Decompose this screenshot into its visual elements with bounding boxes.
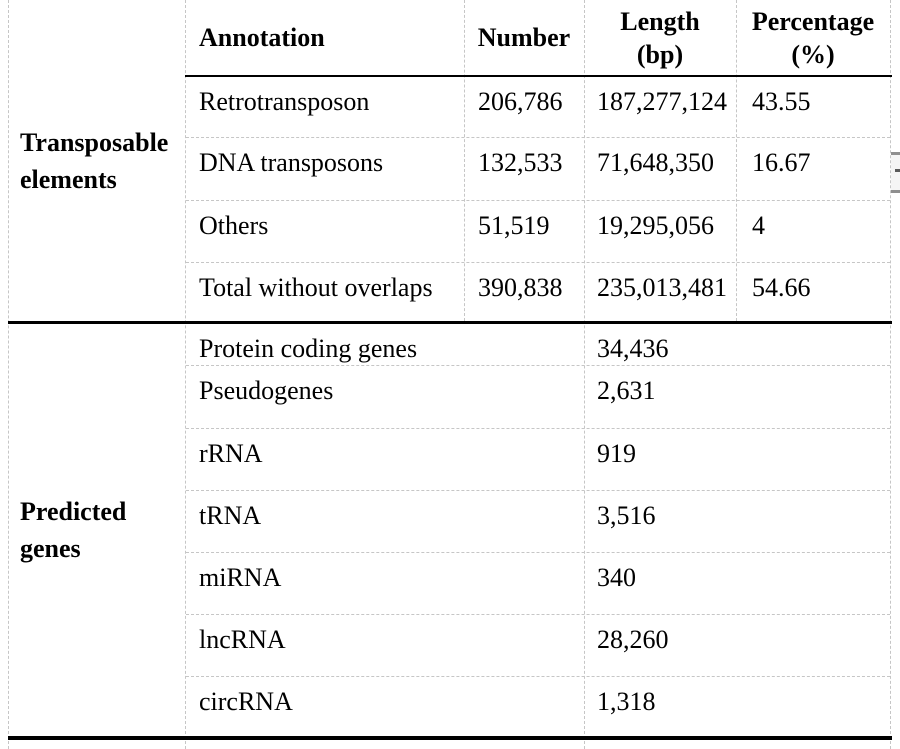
annotation-cell: Retrotransposon (199, 87, 370, 116)
number-cell: 390,838 (478, 273, 563, 302)
gridline-row (186, 428, 890, 429)
gridline-vertical-number-length (584, 0, 585, 749)
number-cell: 132,533 (478, 148, 563, 177)
annotation-cell: Total without overlaps (199, 273, 433, 302)
gridline-vertical-annotation-number (464, 0, 465, 321)
percentage-cell: 4 (752, 211, 765, 240)
vertical-scrollbar-track[interactable] (891, 152, 900, 193)
section-label-predicted-genes: Predicted genes (20, 497, 127, 563)
column-header-length: Length (bp) (584, 0, 736, 75)
gridline-row (186, 552, 890, 553)
number-cell: 2,631 (597, 376, 656, 405)
annotation-cell: lncRNA (199, 625, 286, 654)
percentage-cell: 54.66 (752, 273, 811, 302)
length-cell: 71,648,350 (597, 148, 714, 177)
column-header-length-line2: (bp) (636, 39, 684, 69)
gridline-row (186, 262, 890, 263)
gridline-vertical-length-percentage (736, 0, 737, 321)
table-bottom-rule (8, 736, 892, 740)
annotation-cell: rRNA (199, 439, 263, 468)
gridline-row (186, 200, 890, 201)
gridline-row (186, 365, 890, 366)
number-cell: 340 (597, 563, 636, 592)
annotation-cell: circRNA (199, 687, 293, 716)
gridline-row (186, 490, 890, 491)
gridline-row (186, 137, 890, 138)
column-header-number: Number (477, 23, 571, 52)
length-cell: 19,295,056 (597, 211, 714, 240)
annotation-cell: DNA transposons (199, 148, 384, 177)
number-cell: 51,519 (478, 211, 550, 240)
column-header-annotation: Annotation (199, 23, 325, 52)
percentage-cell: 16.67 (752, 148, 811, 177)
annotation-cell: Others (199, 211, 269, 240)
number-cell: 3,516 (597, 501, 656, 530)
gridline-row (186, 676, 890, 677)
section-divider-rule (8, 321, 892, 324)
gridline-vertical-right-edge (890, 0, 891, 749)
section-label-transposable-elements: Transposable elements (20, 127, 169, 194)
number-cell: 1,318 (597, 687, 656, 716)
number-cell: 206,786 (478, 87, 563, 116)
number-cell: 28,260 (597, 625, 669, 654)
number-cell: 34,436 (597, 334, 669, 363)
percentage-cell: 43.55 (752, 87, 811, 116)
gridline-vertical-group-annotation (185, 0, 186, 749)
vertical-scrollbar-thumb[interactable] (895, 169, 900, 172)
column-header-percentage: Percentage (%) (736, 0, 890, 75)
column-header-percentage-line2: (%) (791, 39, 835, 69)
annotation-cell: Protein coding genes (199, 334, 418, 363)
length-cell: 235,013,481 (597, 273, 727, 302)
column-header-length-line1: Length (620, 6, 700, 36)
column-header-percentage-line1: Percentage (751, 6, 875, 36)
annotation-cell: tRNA (199, 501, 262, 530)
number-cell: 919 (597, 439, 636, 468)
length-cell: 187,277,124 (597, 87, 727, 116)
annotation-cell: miRNA (199, 563, 282, 592)
annotation-cell: Pseudogenes (199, 376, 334, 405)
gridline-row (186, 614, 890, 615)
gridline-vertical-left-edge (8, 0, 9, 749)
header-underline-rule (185, 75, 892, 77)
